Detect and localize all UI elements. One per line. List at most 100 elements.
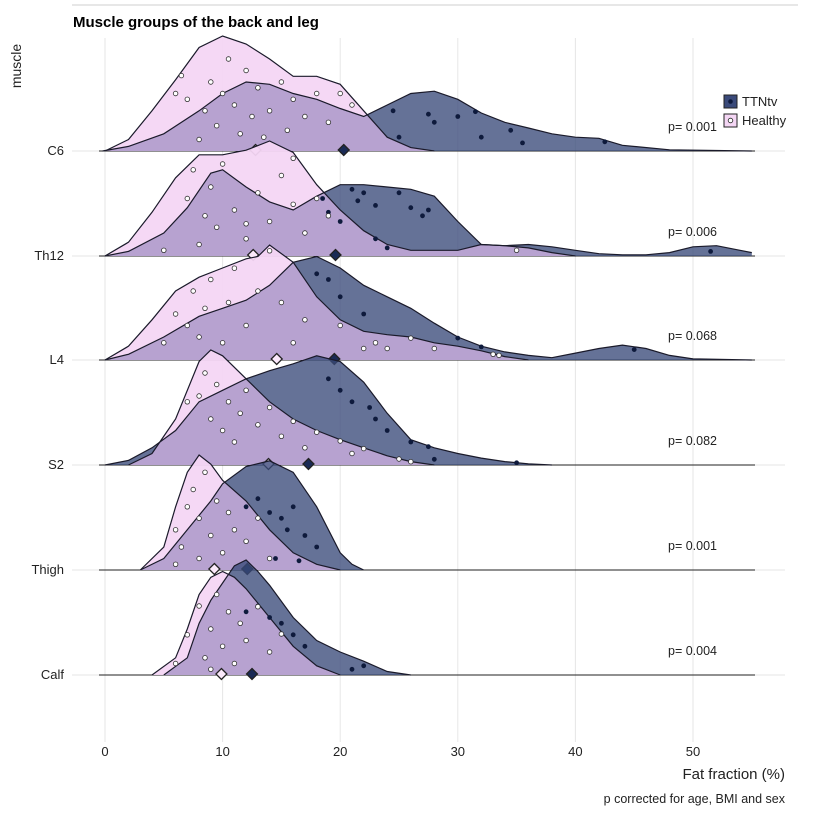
healthy-point: [172, 90, 179, 97]
healthy-mean-marker: [270, 352, 284, 366]
ttntv-point: [355, 198, 361, 204]
ttntv-mean-marker: [329, 248, 342, 262]
ttntv-density-line: [140, 460, 364, 571]
healthy-point: [325, 119, 332, 125]
y-axis-label: muscle: [8, 44, 24, 89]
healthy-point: [172, 527, 179, 533]
healthy-density-line: [104, 244, 529, 361]
ttntv-point: [349, 186, 355, 192]
ttntv-point: [384, 245, 390, 251]
healthy-point: [213, 381, 220, 388]
healthy-point: [231, 102, 238, 108]
healthy-point: [278, 299, 285, 306]
healthy-point: [290, 201, 296, 207]
healthy-point: [337, 438, 343, 444]
healthy-point: [225, 299, 232, 306]
healthy-point: [202, 305, 208, 311]
healthy-point: [184, 96, 190, 102]
ttntv-point: [478, 344, 484, 350]
overlap-density-area: [105, 169, 576, 256]
healthy-point: [196, 241, 202, 248]
ttntv-point: [320, 196, 325, 201]
ttntv-point: [420, 213, 425, 219]
ttntv-point: [384, 428, 390, 433]
overlap-density-area: [163, 574, 341, 675]
healthy-point: [202, 655, 208, 661]
healthy-point: [196, 515, 202, 521]
legend-point-healthy: [727, 117, 734, 124]
healthy-point: [255, 190, 261, 196]
healthy-point: [290, 96, 296, 102]
ridges: [99, 35, 755, 681]
ttntv-point: [373, 236, 378, 242]
y-tick-label-calf: Calf: [41, 667, 65, 682]
healthy-point: [243, 637, 249, 644]
ttntv-point: [273, 556, 278, 561]
ttntv-point: [349, 666, 355, 672]
healthy-point: [161, 340, 167, 346]
healthy-point: [278, 79, 285, 85]
healthy-point: [202, 469, 208, 475]
ttntv-point: [326, 376, 331, 382]
ridge-thigh: [99, 454, 755, 576]
ttntv-point: [602, 139, 608, 145]
healthy-point: [314, 429, 320, 435]
p-value-l4: p= 0.068: [668, 329, 717, 343]
ttntv-point: [431, 456, 437, 462]
ttntv-point: [426, 111, 431, 117]
ttntv-point: [408, 205, 414, 211]
healthy-point: [161, 247, 167, 253]
ttntv-point: [361, 663, 367, 669]
ttntv-point: [279, 515, 284, 521]
healthy-point: [266, 555, 273, 562]
y-tick-label-s2: S2: [48, 457, 64, 472]
ttntv-point: [631, 347, 637, 352]
healthy-point: [196, 334, 202, 340]
healthy-point: [219, 340, 226, 346]
ttntv-point: [508, 127, 514, 133]
healthy-point: [302, 113, 308, 120]
chart-title: Muscle groups of the back and leg: [73, 14, 319, 31]
ttntv-point: [296, 558, 302, 564]
healthy-point: [231, 439, 238, 445]
healthy-point: [225, 509, 232, 516]
healthy-point: [314, 195, 320, 202]
healthy-point: [278, 172, 285, 179]
healthy-point: [208, 184, 214, 190]
ttntv-point: [426, 444, 431, 450]
healthy-point: [255, 422, 261, 428]
ttntv-point: [396, 190, 402, 196]
healthy-point: [290, 340, 296, 346]
healthy-point: [202, 108, 208, 114]
healthy-point: [184, 504, 190, 510]
ridge-calf: [99, 559, 755, 681]
x-tick-label-30: 30: [451, 744, 465, 759]
healthy-point: [208, 276, 214, 283]
healthy-point: [314, 90, 320, 97]
healthy-point: [255, 604, 261, 610]
healthy-point: [290, 155, 296, 161]
healthy-point: [219, 90, 226, 97]
healthy-point: [278, 631, 285, 637]
ttntv-point: [279, 620, 284, 626]
y-tick-label-c6: C6: [47, 143, 64, 158]
healthy-point: [213, 591, 220, 598]
healthy-point: [261, 134, 267, 140]
healthy-point: [213, 224, 220, 230]
ttntv-point: [431, 119, 437, 125]
healthy-point: [219, 643, 226, 649]
healthy-point: [178, 544, 185, 550]
x-tick-label-20: 20: [333, 744, 347, 759]
x-tick-label-50: 50: [686, 744, 700, 759]
ttntv-point: [337, 387, 343, 393]
healthy-point: [349, 450, 355, 457]
ttntv-point: [284, 527, 290, 533]
y-tick-label-th12: Th12: [34, 248, 64, 263]
healthy-point: [184, 399, 190, 405]
x-tick-label-40: 40: [568, 744, 582, 759]
healthy-point: [243, 387, 249, 393]
healthy-point: [225, 609, 232, 615]
ridge-th12: [99, 140, 755, 262]
healthy-point: [284, 127, 290, 133]
ttntv-density-line: [104, 169, 752, 257]
